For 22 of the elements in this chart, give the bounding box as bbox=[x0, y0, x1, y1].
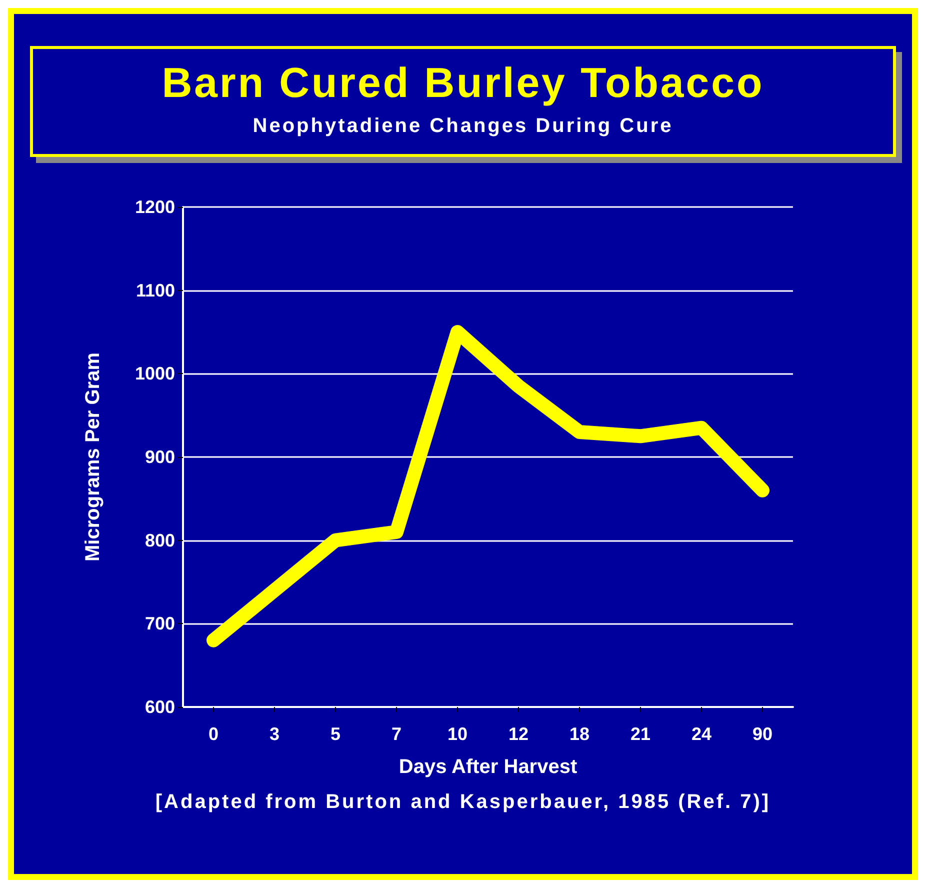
x-tick-label: 5 bbox=[330, 724, 341, 744]
x-tick-label: 24 bbox=[691, 724, 712, 744]
x-tick-label: 18 bbox=[569, 724, 590, 744]
y-tick-label: 1100 bbox=[136, 280, 175, 300]
x-tick-label: 7 bbox=[391, 724, 402, 744]
y-tick-label: 1200 bbox=[134, 197, 175, 217]
x-tick-label: 0 bbox=[208, 724, 219, 744]
y-tick-label: 900 bbox=[144, 447, 175, 467]
y-tick-label: 600 bbox=[144, 697, 175, 717]
chart-title: Barn Cured Burley Tobacco bbox=[160, 59, 766, 107]
x-tick-label: 12 bbox=[508, 724, 529, 744]
text: [Adapted from Burton and Kasperbauer, 1985 (Ref. 7)] bbox=[155, 791, 771, 814]
y-tick-label: 700 bbox=[144, 614, 175, 634]
y-tick-label: 800 bbox=[144, 530, 175, 550]
x-tick-label: 3 bbox=[269, 724, 280, 744]
x-tick-label: 21 bbox=[630, 724, 651, 744]
x-tick-label: 90 bbox=[752, 724, 773, 744]
x-tick-label: 10 bbox=[447, 724, 468, 744]
y-axis-title: Micrograms Per Gram bbox=[82, 352, 104, 562]
chart-subtitle: Neophytadiene Changes During Cure bbox=[252, 115, 674, 138]
x-axis-title: Days After Harvest bbox=[398, 756, 578, 778]
y-tick-label: 1000 bbox=[134, 364, 175, 384]
